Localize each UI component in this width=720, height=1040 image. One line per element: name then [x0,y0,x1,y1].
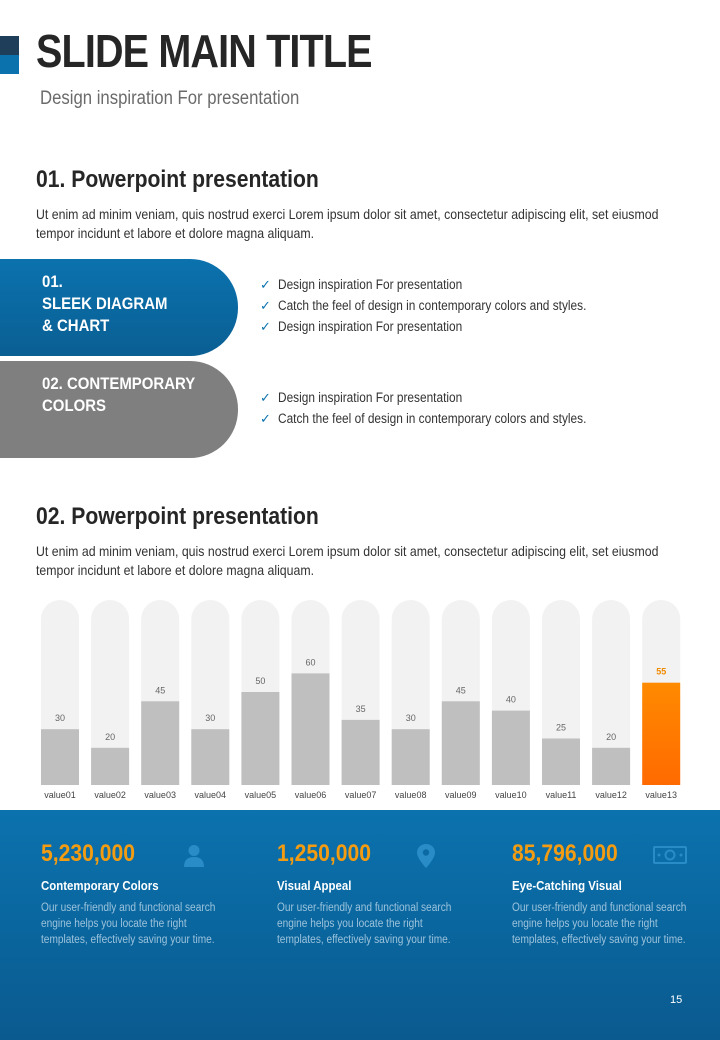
pill-sleek-diagram: 01. SLEEK DIAGRAM & CHART [0,259,238,356]
data-label: 20 [606,732,616,742]
data-label: 20 [105,732,115,742]
location-pin-icon [417,844,435,873]
bar-value13 [642,682,681,785]
tick-label: value05 [245,790,277,800]
pill-line: 02. CONTEMPORARY [42,374,196,393]
section2-title: 02. Powerpoint presentation [36,503,319,530]
data-label: 40 [506,695,516,705]
stat-value: 1,250,000 [277,840,371,867]
page-subtitle: Design inspiration For presentation [40,88,300,109]
tick-label: value08 [395,790,427,800]
check-icon: ✓ [260,411,271,426]
bar-value04 [191,729,230,785]
data-label: 30 [406,713,416,723]
bar-track [592,600,631,785]
stat-value: 5,230,000 [41,840,135,867]
section2-body: Ut enim ad minim veniam, quis nostrud ex… [36,543,659,578]
bar-value10 [491,710,530,785]
tick-label: value07 [345,790,377,800]
bar-chart: 30 value01 20 value02 45 value03 30 value04 50 va… [41,600,681,800]
page-number: 15 [670,994,683,1006]
page-title: SLIDE MAIN TITLE [36,25,373,77]
tick-label: value03 [144,790,176,800]
list-item: ✓ Catch the feel of design in contemporar… [260,295,628,316]
bar-value06 [291,673,330,785]
data-label: 25 [556,723,566,733]
pill-line: 01. [42,272,63,291]
data-label: 45 [456,685,466,695]
check-icon: ✓ [260,390,271,405]
tick-label: value02 [94,790,126,800]
bar-value09 [441,701,480,785]
bar-track [91,600,130,785]
list-item: ✓ Catch the feel of design in contemporar… [260,408,628,429]
data-label: 60 [305,657,315,667]
bar-value05 [241,692,280,785]
pill-line: COLORS [42,396,107,415]
data-label: 50 [255,676,265,686]
tick-label: value04 [195,790,227,800]
data-label: 45 [155,685,165,695]
list-item: ✓ Design inspiration For presentation [260,316,628,337]
checklist-1: ✓ Design inspiration For presentation ✓ Ca… [260,274,628,337]
check-icon: ✓ [260,298,271,313]
bar-value02 [91,747,130,785]
tick-label: value12 [595,790,627,800]
pill-line: & CHART [42,316,110,335]
accent-block-dark [0,36,19,55]
tick-label: value01 [44,790,76,800]
tick-label: value09 [445,790,477,800]
stat-description: Our user-friendly and functional search … [277,902,452,946]
stat-value: 85,796,000 [512,840,618,867]
list-item: ✓ Design inspiration For presentation [260,274,628,295]
check-icon: ✓ [260,319,271,334]
data-label: 30 [55,713,65,723]
bar-value11 [542,738,580,785]
stat-label: Eye-Catching Visual [512,878,622,893]
section1-title: 01. Powerpoint presentation [36,166,319,193]
person-icon [183,844,205,873]
data-label: 30 [205,713,215,723]
stat-label: Visual Appeal [277,878,352,893]
data-label: 35 [356,704,366,714]
bar-value07 [341,719,380,785]
stat-description: Our user-friendly and functional search … [512,902,687,946]
pill-contemporary-colors: 02. CONTEMPORARY COLORS [0,361,238,458]
tick-label: value11 [546,790,577,800]
checklist-2: ✓ Design inspiration For presentation ✓ Ca… [260,387,628,429]
stat-description: Our user-friendly and functional search … [41,902,216,946]
tick-label: value13 [645,790,677,800]
stats-footer: 5,230,000 Contemporary Colors Our user-f… [0,810,720,1040]
tick-label: value10 [495,790,527,800]
money-icon [653,844,687,871]
bar-value12 [592,747,631,785]
bar-value08 [391,729,430,785]
section1-body: Ut enim ad minim veniam, quis nostrud ex… [36,206,659,241]
stat-label: Contemporary Colors [41,878,159,893]
tick-label: value06 [295,790,327,800]
data-label: 55 [656,667,666,677]
bar-value03 [141,701,180,785]
list-item: ✓ Design inspiration For presentation [260,387,628,408]
accent-block-blue [0,55,19,74]
bar-value01 [41,729,79,785]
pill-line: SLEEK DIAGRAM [42,294,168,313]
check-icon: ✓ [260,277,271,292]
